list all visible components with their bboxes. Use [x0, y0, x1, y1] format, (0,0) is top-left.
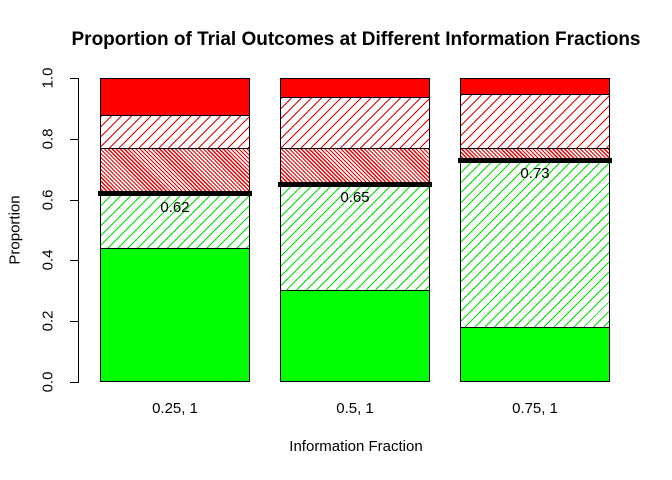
- bar-segment-red-light-hatched: [461, 94, 609, 149]
- threshold-value-label: 0.62: [160, 198, 190, 216]
- bar: [280, 78, 430, 382]
- bar-segment-green-hatched: [281, 184, 429, 291]
- threshold-line: [278, 181, 432, 187]
- bar-segment-red-light-hatched: [281, 97, 429, 149]
- bar-segment-red-dense-hatched: [461, 148, 609, 161]
- bar-segment-red-solid: [281, 79, 429, 98]
- threshold-line: [98, 191, 252, 197]
- x-axis-title: Information Fraction: [289, 438, 423, 455]
- y-tick-mark: [70, 78, 78, 79]
- y-tick-label: 0.0: [39, 371, 57, 393]
- bar-segment-red-solid: [101, 79, 249, 116]
- bar-segment-red-light-hatched: [101, 115, 249, 149]
- bar-segment-red-solid: [461, 79, 609, 95]
- y-tick-mark: [70, 199, 78, 201]
- threshold-value-label: 0.73: [520, 165, 550, 183]
- y-tick-mark: [70, 382, 78, 383]
- threshold-line: [458, 157, 612, 163]
- y-tick-label: 1.0: [39, 67, 57, 89]
- y-tick-mark: [70, 138, 78, 140]
- y-tick-label: 0.6: [39, 189, 57, 211]
- y-axis-title: Proportion: [6, 195, 24, 265]
- y-tick-mark: [70, 321, 78, 323]
- bar-segment-red-dense-hatched: [101, 148, 249, 194]
- bar: [460, 78, 610, 382]
- bar: [100, 78, 250, 382]
- bar-segment-red-dense-hatched: [281, 148, 429, 185]
- bar-segment-green-hatched: [461, 160, 609, 327]
- y-tick-label: 0.4: [39, 249, 57, 271]
- threshold-value-label: 0.65: [340, 189, 370, 207]
- bar-segment-green-solid: [461, 326, 609, 381]
- x-category-label: 0.5, 1: [336, 400, 374, 417]
- y-tick-label: 0.8: [39, 128, 57, 150]
- x-category-label: 0.75, 1: [512, 400, 558, 417]
- y-tick-label: 0.2: [39, 310, 57, 332]
- x-category-label: 0.25, 1: [152, 400, 198, 417]
- y-axis-line: [78, 78, 79, 383]
- y-tick-mark: [70, 260, 78, 262]
- bar-segment-green-solid: [101, 248, 249, 381]
- bar-segment-green-solid: [281, 290, 429, 381]
- chart-title: Proportion of Trial Outcomes at Differen…: [71, 29, 641, 50]
